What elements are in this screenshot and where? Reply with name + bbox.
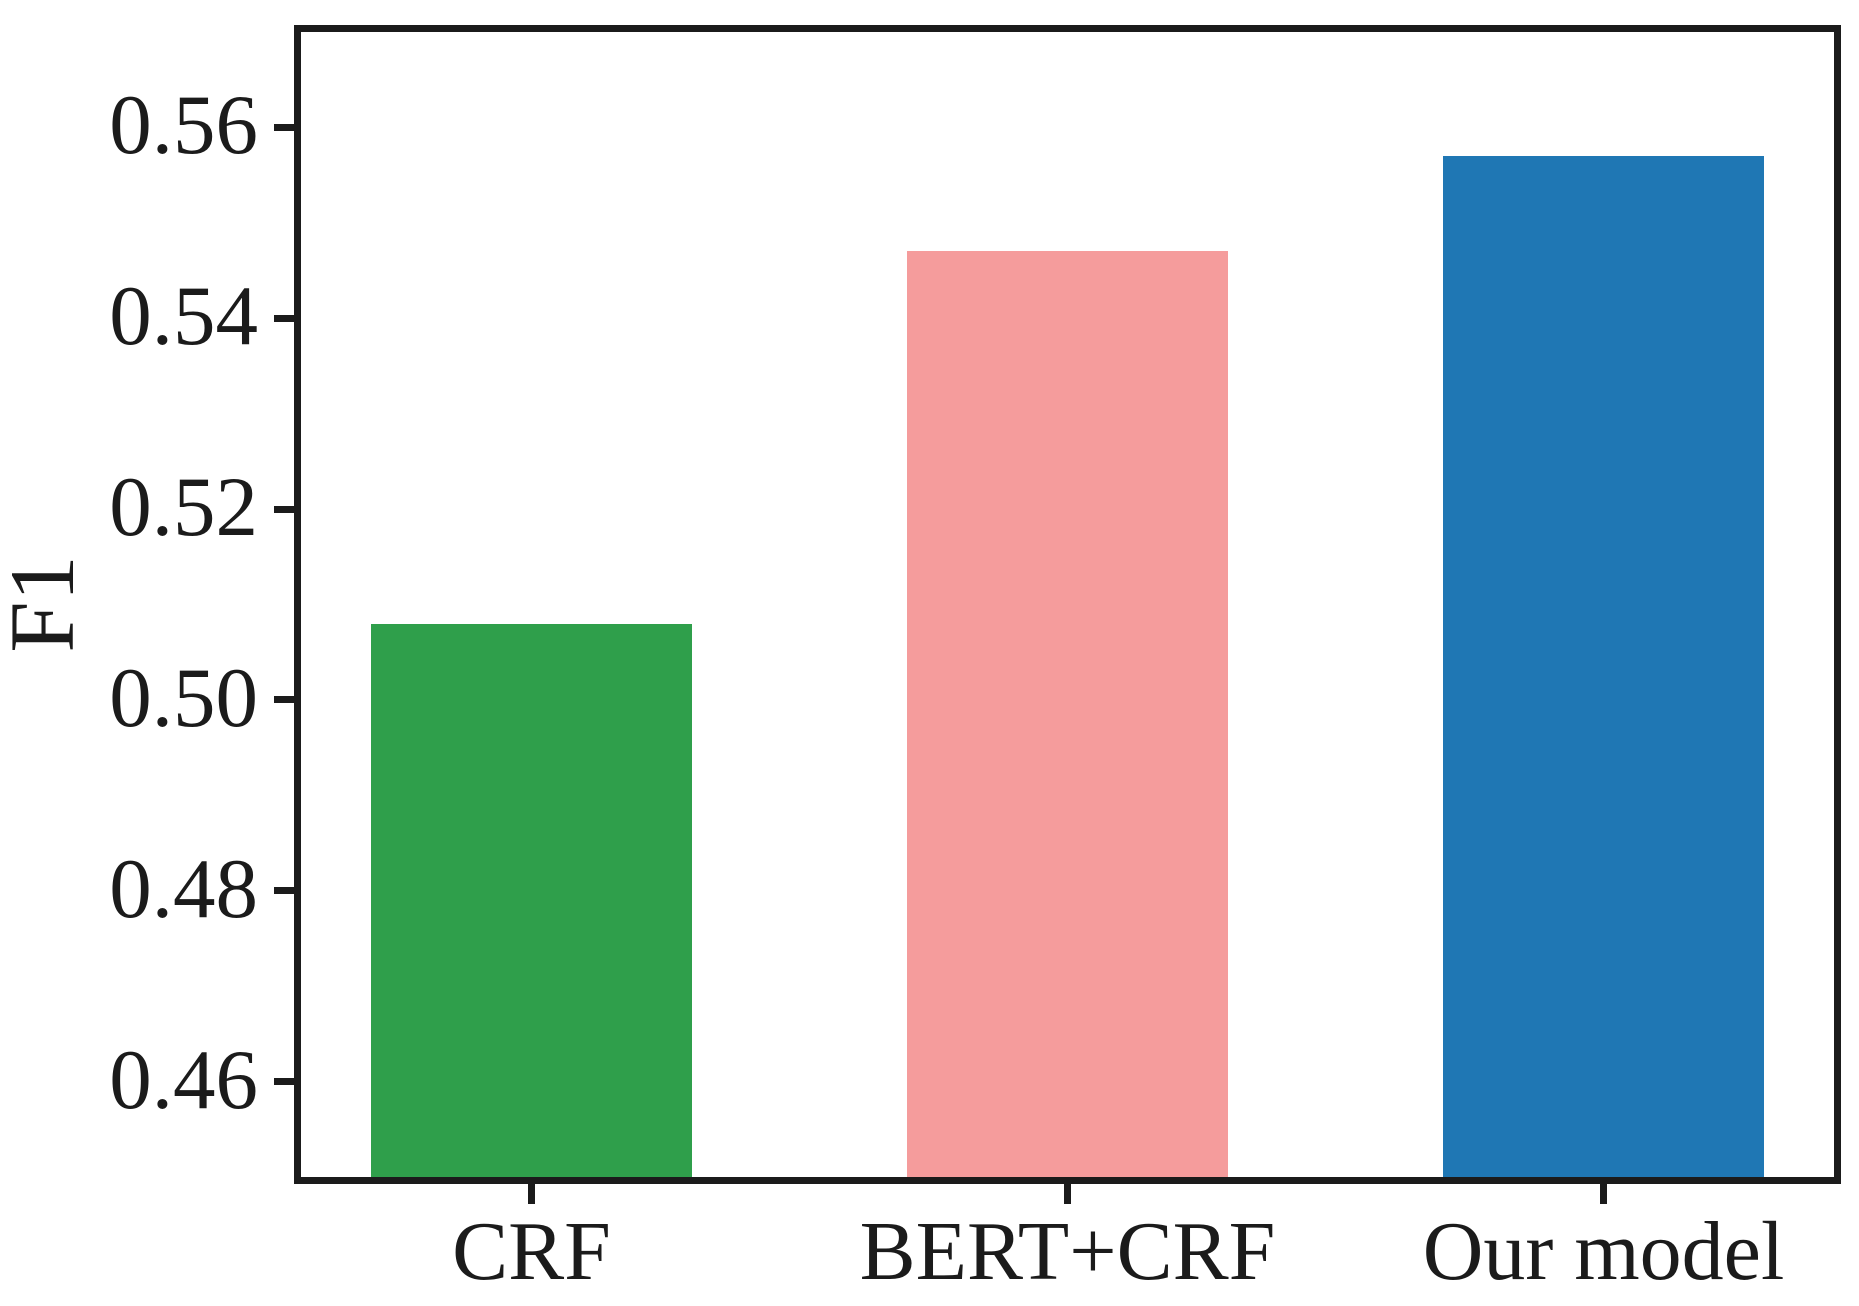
x-tick-our-model xyxy=(1600,1184,1607,1204)
y-tick-0.54 xyxy=(274,314,294,322)
x-tick-crf xyxy=(527,1184,535,1204)
x-tick-label-crf: CRF xyxy=(452,1205,611,1298)
y-tick-label-0.54: 0.54 xyxy=(109,269,258,364)
y-tick-label-0.48: 0.48 xyxy=(109,841,258,936)
x-tick-label-our-model: Our model xyxy=(1422,1205,1785,1298)
y-tick-0.46 xyxy=(274,1078,294,1086)
y-axis-title: F1 xyxy=(0,555,93,653)
y-tick-0.50 xyxy=(274,696,294,704)
y-tick-label-0.50: 0.50 xyxy=(109,650,258,745)
x-tick-label-bert-crf: BERT+CRF xyxy=(859,1205,1276,1298)
bar-bert-crf xyxy=(906,251,1229,1177)
bar-our-model xyxy=(1442,156,1765,1177)
x-tick-bert-crf xyxy=(1064,1184,1071,1204)
y-tick-0.52 xyxy=(274,505,294,513)
bar-crf xyxy=(370,623,693,1177)
y-tick-label-0.56: 0.56 xyxy=(109,78,258,173)
y-tick-0.48 xyxy=(274,887,294,895)
y-tick-label-0.46: 0.46 xyxy=(109,1032,258,1127)
plot-area xyxy=(294,25,1841,1184)
y-tick-0.56 xyxy=(274,123,294,131)
y-tick-label-0.52: 0.52 xyxy=(109,459,258,554)
